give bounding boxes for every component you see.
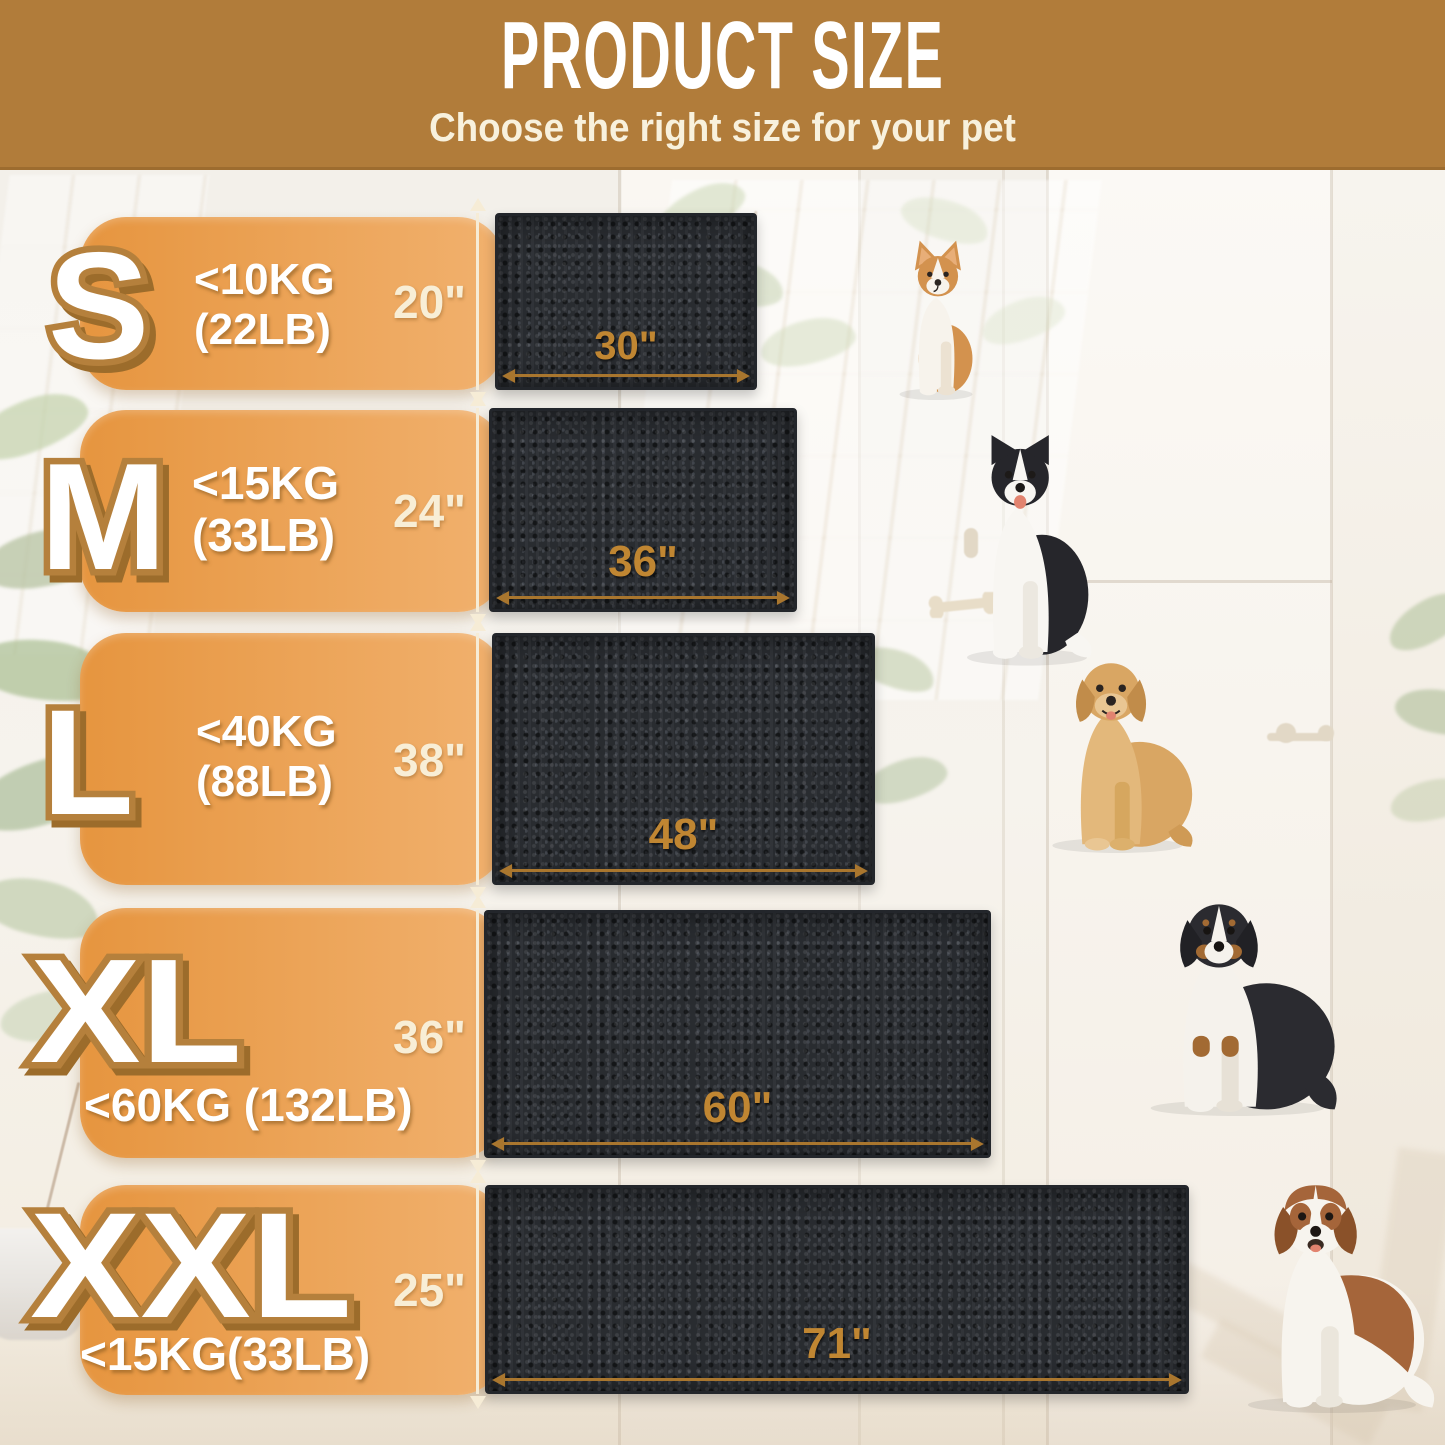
- plant-pot: [0, 1228, 82, 1340]
- weight-range: <10KG (22LB): [194, 255, 335, 354]
- size-row-xxl: XXL XXL <15KG(33LB) 25" 71": [0, 1175, 1445, 1413]
- size-letter: S S: [42, 215, 162, 405]
- size-row-s: S S <10KG (22LB) 20" 30": [0, 213, 1445, 405]
- page-title: PRODUCT SIZE: [500, 2, 945, 109]
- weight-range: <15KG(33LB): [80, 1328, 371, 1381]
- size-letter: M M: [34, 426, 180, 616]
- door-seam: [1002, 170, 1005, 1445]
- size-band: [80, 217, 504, 390]
- page-subtitle: Choose the right size for your pet: [429, 106, 1016, 150]
- mat-width-label: 30": [594, 324, 658, 368]
- svg-text:M: M: [40, 432, 167, 602]
- svg-text:S: S: [48, 221, 149, 391]
- mat-photo-l: 48": [492, 633, 875, 885]
- mat-height-arrow: [476, 910, 479, 1158]
- svg-text:XL: XL: [36, 936, 248, 1101]
- weight-line: <15KG: [192, 457, 340, 509]
- dog-illustration-bernese-mountain-dog: [1114, 886, 1366, 1116]
- svg-text:M: M: [46, 439, 173, 609]
- weight-line: <60KG (132LB): [84, 1079, 413, 1131]
- weight-line: <40KG: [196, 707, 337, 756]
- weight-range: <60KG (132LB): [84, 1079, 413, 1132]
- door-seam: [1330, 170, 1333, 1445]
- weight-range: <15KG (33LB): [192, 457, 340, 562]
- mat-width-arrow: [506, 374, 746, 377]
- mat-width-arrow: [500, 596, 786, 599]
- dog-illustration-corgi: [888, 229, 984, 401]
- mat-width-arrow: [495, 1142, 980, 1145]
- dog-illustration-border-collie: [952, 425, 1102, 667]
- mat-width-label: 36": [608, 537, 678, 586]
- svg-text:S: S: [54, 228, 155, 398]
- weight-line: <15KG(33LB): [80, 1328, 371, 1380]
- size-letter: XL XL: [24, 923, 255, 1108]
- mat-photo-m: 36": [489, 408, 797, 612]
- size-row-xl: XL XL <60KG (132LB) 36" 60": [0, 904, 1445, 1158]
- mat-width-label: 71": [802, 1319, 872, 1368]
- door-rail: [1048, 580, 1332, 583]
- mat-width-label: 48": [648, 810, 719, 859]
- weight-line: (88LB): [196, 756, 333, 806]
- weight-line: (22LB): [194, 304, 331, 354]
- svg-text:XXL: XXL: [30, 1181, 352, 1349]
- mat-width-arrow: [496, 1378, 1178, 1381]
- mat-width-arrow: [503, 869, 864, 872]
- door-seam: [1046, 170, 1049, 1445]
- dog-illustration-saint-bernard: [1226, 1169, 1445, 1413]
- mat-photo-xxl: 71": [485, 1185, 1189, 1394]
- mat-height-arrow: [476, 213, 479, 390]
- weight-line: (33LB): [192, 508, 336, 561]
- mat-height-label: 25": [393, 1264, 466, 1316]
- svg-text:XXL: XXL: [36, 1188, 358, 1356]
- weight-line: <10KG: [194, 255, 335, 304]
- mat-height-label: 36": [393, 1011, 466, 1063]
- mat-height-arrow: [476, 1185, 479, 1394]
- mat-height-label: 20": [393, 276, 466, 328]
- svg-text:L: L: [48, 685, 140, 853]
- mat-photo-xl: 60": [484, 910, 991, 1158]
- door-knob: [1267, 733, 1333, 741]
- size-band: [80, 410, 504, 612]
- header-banner: PRODUCT SIZE Choose the right size for y…: [0, 0, 1445, 170]
- door-knob: [1318, 725, 1334, 741]
- mat-height-label: 38": [393, 734, 466, 786]
- size-band: [80, 1185, 504, 1395]
- size-letter: L L: [36, 672, 147, 860]
- mat-height-label: 24": [393, 485, 466, 537]
- size-letter: XXL XXL: [24, 1175, 365, 1363]
- svg-text:L: L: [42, 678, 134, 846]
- bone-toy: [928, 590, 998, 620]
- door-handle: [964, 528, 978, 558]
- dog-illustration-golden-retriever: [1028, 647, 1214, 853]
- mat-height-arrow: [476, 408, 479, 612]
- mat-photo-s: 30": [495, 213, 757, 390]
- size-band: [80, 908, 504, 1158]
- svg-text:XL: XL: [30, 929, 242, 1094]
- mat-width-label: 60": [702, 1083, 773, 1132]
- mat-height-arrow: [476, 633, 479, 885]
- size-band: [80, 633, 504, 885]
- size-row-m: M M <15KG (33LB) 24" 36": [0, 408, 1445, 666]
- weight-range: <40KG (88LB): [196, 707, 337, 806]
- size-row-l: L L <40KG (88LB) 38" 48": [0, 633, 1445, 885]
- door-knob: [1276, 723, 1296, 743]
